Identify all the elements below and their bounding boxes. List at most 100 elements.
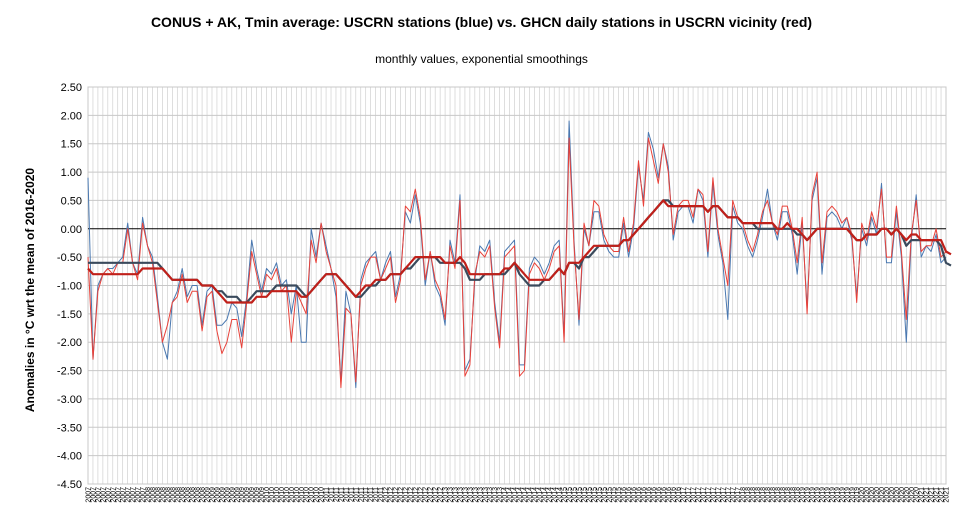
x-tick-label: 2010 <box>274 487 281 503</box>
x-tick-label: 2020 <box>914 487 921 503</box>
x-tick-label: 2014 <box>542 487 549 503</box>
x-tick-label: 2017 <box>735 487 742 503</box>
x-tick-label: 2011 <box>358 487 365 502</box>
x-tick-label: 2019 <box>844 487 851 503</box>
x-tick-label: 2020 <box>889 487 896 503</box>
x-tick-label: 2020 <box>879 487 886 503</box>
x-tick-label: 2020 <box>869 487 876 503</box>
y-tick-label: 0.00 <box>61 224 82 236</box>
y-tick-label: -1.00 <box>57 281 82 293</box>
x-tick-label: 2010 <box>264 487 271 503</box>
x-tick-label: 2008 <box>195 487 202 503</box>
x-tick-label: 2015 <box>581 487 588 503</box>
x-tick-label: 2018 <box>740 487 747 503</box>
x-tick-label: 2015 <box>572 487 579 503</box>
x-tick-label: 2007 <box>135 487 142 503</box>
x-tick-label: 2018 <box>755 487 762 503</box>
x-tick-label: 2010 <box>294 487 301 503</box>
x-tick-label: 2010 <box>269 487 276 503</box>
x-tick-label: 2020 <box>864 487 871 503</box>
x-tick-label: 2011 <box>363 487 370 502</box>
y-tick-label: 1.50 <box>61 139 82 151</box>
x-tick-label: 2007 <box>105 487 112 503</box>
x-tick-label: 2019 <box>810 487 817 503</box>
x-tick-label: 2021 <box>919 487 926 503</box>
x-tick-label: 2012 <box>423 487 430 503</box>
x-tick-label: 2010 <box>299 487 306 503</box>
x-tick-label: 2015 <box>576 487 583 503</box>
x-tick-label: 2013 <box>457 487 464 503</box>
x-tick-label: 2008 <box>150 487 157 503</box>
chart-title: CONUS + AK, Tmin average: USCRN stations… <box>150 14 813 30</box>
x-tick-label: 2016 <box>661 487 668 503</box>
x-tick-label: 2013 <box>472 487 479 503</box>
x-tick-label: 2013 <box>497 487 504 503</box>
x-tick-label: 2016 <box>636 487 643 503</box>
x-tick-label: 2007 <box>140 487 147 503</box>
x-tick-label: 2013 <box>467 487 474 503</box>
x-tick-label: 2009 <box>229 487 236 503</box>
x-tick-label: 2019 <box>800 487 807 503</box>
x-tick-label: 2017 <box>700 487 707 503</box>
x-tick-label: 2010 <box>279 487 286 503</box>
x-tick-label: 2018 <box>770 487 777 503</box>
x-tick-label: 2012 <box>388 487 395 503</box>
x-tick-label: 2020 <box>894 487 901 503</box>
x-tick-label: 2020 <box>884 487 891 503</box>
y-tick-label: -2.00 <box>57 337 82 349</box>
x-tick-label: 2021 <box>924 487 931 503</box>
x-tick-label: 2009 <box>239 487 246 503</box>
x-tick-label: 2015 <box>567 487 574 503</box>
x-tick-label: 2011 <box>329 487 336 502</box>
x-tick-label: 2017 <box>691 487 698 503</box>
x-tick-label: 2010 <box>309 487 316 503</box>
x-tick-label: 2017 <box>681 487 688 503</box>
x-tick-label: 2018 <box>750 487 757 503</box>
y-tick-label: -4.00 <box>57 451 82 463</box>
x-tick-label: 2009 <box>259 487 266 503</box>
x-tick-label: 2015 <box>596 487 603 503</box>
x-tick-label: 2021 <box>944 487 951 503</box>
x-tick-label: 2016 <box>656 487 663 503</box>
x-tick-label: 2011 <box>373 487 380 502</box>
x-tick-label: 2010 <box>284 487 291 503</box>
x-tick-label: 2019 <box>805 487 812 503</box>
x-tick-label: 2009 <box>249 487 256 503</box>
x-tick-label: 2012 <box>393 487 400 503</box>
x-tick-label: 2009 <box>209 487 216 503</box>
x-tick-label: 2013 <box>492 487 499 503</box>
x-tick-label: 2020 <box>874 487 881 503</box>
x-tick-label: 2019 <box>829 487 836 503</box>
x-tick-label: 2016 <box>651 487 658 503</box>
x-tick-label: 2012 <box>418 487 425 503</box>
x-tick-label: 2021 <box>939 487 946 503</box>
x-tick-label: 2013 <box>487 487 494 503</box>
y-tick-label: -4.50 <box>57 479 82 491</box>
x-tick-label: 2007 <box>120 487 127 503</box>
x-tick-label: 2008 <box>200 487 207 503</box>
x-tick-label: 2011 <box>333 487 340 502</box>
x-tick-label: 2014 <box>507 487 514 503</box>
x-tick-label: 2019 <box>820 487 827 503</box>
x-tick-label: 2017 <box>705 487 712 503</box>
x-tick-label: 2007 <box>86 487 93 503</box>
x-tick-label: 2021 <box>929 487 936 503</box>
x-tick-label: 2017 <box>730 487 737 503</box>
chart-subtitle: monthly values, exponential smoothings <box>375 52 588 66</box>
x-tick-label: 2014 <box>552 487 559 503</box>
x-tick-label: 2016 <box>641 487 648 503</box>
x-tick-label: 2011 <box>348 487 355 502</box>
x-tick-label: 2013 <box>462 487 469 503</box>
x-tick-label: 2012 <box>438 487 445 503</box>
y-tick-label: 1.00 <box>61 167 82 179</box>
x-tick-label: 2015 <box>606 487 613 503</box>
x-tick-label: 2011 <box>378 487 385 502</box>
x-tick-label: 2013 <box>448 487 455 503</box>
x-tick-label: 2007 <box>125 487 132 503</box>
x-tick-label: 2013 <box>477 487 484 503</box>
x-tick-label: 2015 <box>586 487 593 503</box>
x-tick-label: 2015 <box>591 487 598 503</box>
x-tick-label: 2008 <box>165 487 172 503</box>
x-tick-label: 2018 <box>760 487 767 503</box>
x-tick-label: 2021 <box>934 487 941 503</box>
